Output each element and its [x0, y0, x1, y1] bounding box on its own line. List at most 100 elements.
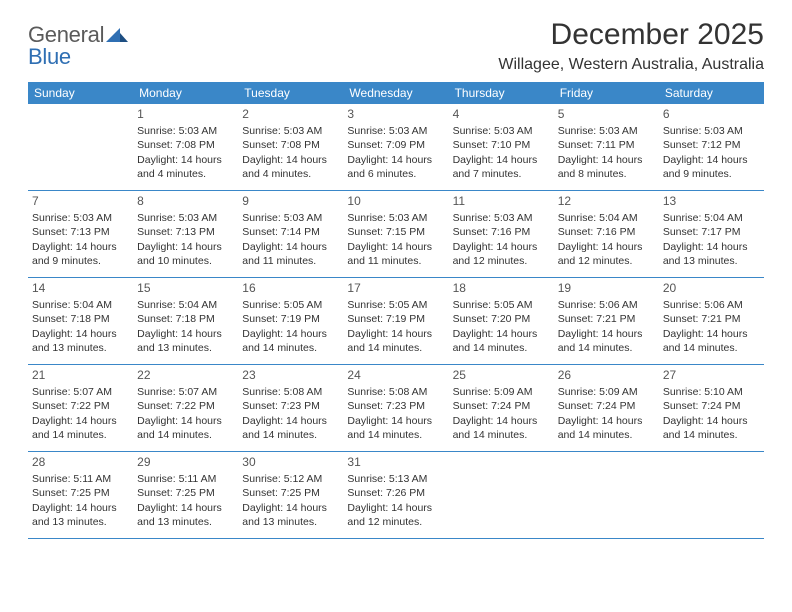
- day-number: 6: [663, 106, 760, 122]
- calendar-day-cell: 29 Sunrise: 5:11 AMSunset: 7:25 PMDayligh…: [133, 452, 238, 538]
- sunrise-text: Sunrise: 5:09 AM: [453, 385, 550, 399]
- sunrise-text: Sunrise: 5:11 AM: [32, 472, 129, 486]
- calendar-day-cell: 13Sunrise: 5:04 AMSunset: 7:17 PMDayligh…: [659, 191, 764, 277]
- sunset-text: Sunset: 7:18 PM: [32, 312, 129, 326]
- day-number: 9: [242, 193, 339, 209]
- calendar-day-cell: 4Sunrise: 5:03 AMSunset: 7:10 PMDaylight…: [449, 104, 554, 190]
- sunset-text: Sunset: 7:17 PM: [663, 225, 760, 239]
- calendar-day-cell: 21 Sunrise: 5:07 AMSunset: 7:22 PMDayligh…: [28, 365, 133, 451]
- day-number: 2: [242, 106, 339, 122]
- sunrise-text: Sunrise: 5:07 AM: [32, 385, 129, 399]
- calendar-day-cell: 7Sunrise: 5:03 AMSunset: 7:13 PMDaylight…: [28, 191, 133, 277]
- sunrise-text: Sunrise: 5:03 AM: [453, 124, 550, 138]
- daylight-text: Daylight: 14 hours and 13 minutes.: [242, 501, 339, 529]
- sunrise-text: Sunrise: 5:13 AM: [347, 472, 444, 486]
- daylight-text: Daylight: 14 hours and 14 minutes.: [137, 414, 234, 442]
- calendar-day-cell: 28 Sunrise: 5:11 AMSunset: 7:25 PMDayligh…: [28, 452, 133, 538]
- sunrise-text: Sunrise: 5:10 AM: [663, 385, 760, 399]
- calendar-day-cell: 15Sunrise: 5:04 AMSunset: 7:18 PMDayligh…: [133, 278, 238, 364]
- daylight-text: Daylight: 14 hours and 13 minutes.: [32, 501, 129, 529]
- sunrise-text: Sunrise: 5:08 AM: [242, 385, 339, 399]
- day-number: 7: [32, 193, 129, 209]
- sunset-text: Sunset: 7:24 PM: [453, 399, 550, 413]
- daylight-text: Daylight: 14 hours and 13 minutes.: [663, 240, 760, 268]
- day-number: 3: [347, 106, 444, 122]
- day-number: 31: [347, 454, 444, 470]
- sunset-text: Sunset: 7:25 PM: [242, 486, 339, 500]
- day-number: 4: [453, 106, 550, 122]
- day-number: 29: [137, 454, 234, 470]
- sunrise-text: Sunrise: 5:04 AM: [137, 298, 234, 312]
- logo-text-blue: Blue: [28, 44, 71, 69]
- day-number: 30: [242, 454, 339, 470]
- calendar-header-cell: Monday: [133, 82, 238, 104]
- calendar-day-cell: 25Sunrise: 5:09 AMSunset: 7:24 PMDayligh…: [449, 365, 554, 451]
- day-number: 18: [453, 280, 550, 296]
- sunset-text: Sunset: 7:08 PM: [137, 138, 234, 152]
- day-number: 28: [32, 454, 129, 470]
- sunrise-text: Sunrise: 5:12 AM: [242, 472, 339, 486]
- sunset-text: Sunset: 7:22 PM: [32, 399, 129, 413]
- daylight-text: Daylight: 14 hours and 4 minutes.: [242, 153, 339, 181]
- calendar-day-cell: [449, 452, 554, 538]
- calendar-day-cell: 26Sunrise: 5:09 AMSunset: 7:24 PMDayligh…: [554, 365, 659, 451]
- sunrise-text: Sunrise: 5:04 AM: [663, 211, 760, 225]
- calendar-week-row: 28Sunrise: 5:11 AMSunset: 7:25 PMDayligh…: [28, 452, 764, 539]
- daylight-text: Daylight: 14 hours and 6 minutes.: [347, 153, 444, 181]
- day-number: 20: [663, 280, 760, 296]
- calendar-week-row: 1Sunrise: 5:03 AMSunset: 7:08 PMDaylight…: [28, 104, 764, 191]
- calendar-day-cell: 1Sunrise: 5:03 AMSunset: 7:08 PMDaylight…: [133, 104, 238, 190]
- calendar-day-cell: 17Sunrise: 5:05 AMSunset: 7:19 PMDayligh…: [343, 278, 448, 364]
- daylight-text: Daylight: 14 hours and 14 minutes.: [242, 327, 339, 355]
- daylight-text: Daylight: 14 hours and 14 minutes.: [663, 327, 760, 355]
- daylight-text: Daylight: 14 hours and 11 minutes.: [242, 240, 339, 268]
- daylight-text: Daylight: 14 hours and 11 minutes.: [347, 240, 444, 268]
- daylight-text: Daylight: 14 hours and 14 minutes.: [32, 414, 129, 442]
- daylight-text: Daylight: 14 hours and 13 minutes.: [32, 327, 129, 355]
- daylight-text: Daylight: 14 hours and 13 minutes.: [137, 327, 234, 355]
- sunrise-text: Sunrise: 5:08 AM: [347, 385, 444, 399]
- sunset-text: Sunset: 7:21 PM: [663, 312, 760, 326]
- calendar-day-cell: 12Sunrise: 5:04 AMSunset: 7:16 PMDayligh…: [554, 191, 659, 277]
- calendar-day-cell: 18Sunrise: 5:05 AMSunset: 7:20 PMDayligh…: [449, 278, 554, 364]
- sunrise-text: Sunrise: 5:11 AM: [137, 472, 234, 486]
- daylight-text: Daylight: 14 hours and 12 minutes.: [347, 501, 444, 529]
- sunset-text: Sunset: 7:18 PM: [137, 312, 234, 326]
- month-title: December 2025: [498, 18, 764, 52]
- sunset-text: Sunset: 7:26 PM: [347, 486, 444, 500]
- day-number: 21: [32, 367, 129, 383]
- sunset-text: Sunset: 7:25 PM: [32, 486, 129, 500]
- logo-mark: [106, 24, 128, 46]
- sunrise-text: Sunrise: 5:05 AM: [453, 298, 550, 312]
- calendar-day-cell: 16Sunrise: 5:05 AMSunset: 7:19 PMDayligh…: [238, 278, 343, 364]
- logo-text: GeneralBlue: [28, 24, 128, 68]
- calendar-day-cell: 22Sunrise: 5:07 AMSunset: 7:22 PMDayligh…: [133, 365, 238, 451]
- calendar-day-cell: 20Sunrise: 5:06 AMSunset: 7:21 PMDayligh…: [659, 278, 764, 364]
- sunset-text: Sunset: 7:13 PM: [32, 225, 129, 239]
- sunset-text: Sunset: 7:21 PM: [558, 312, 655, 326]
- sunset-text: Sunset: 7:19 PM: [347, 312, 444, 326]
- sunrise-text: Sunrise: 5:03 AM: [453, 211, 550, 225]
- sunrise-text: Sunrise: 5:04 AM: [32, 298, 129, 312]
- daylight-text: Daylight: 14 hours and 14 minutes.: [663, 414, 760, 442]
- sunrise-text: Sunrise: 5:03 AM: [663, 124, 760, 138]
- daylight-text: Daylight: 14 hours and 13 minutes.: [137, 501, 234, 529]
- day-number: 1: [137, 106, 234, 122]
- sunset-text: Sunset: 7:08 PM: [242, 138, 339, 152]
- calendar-day-cell: 6 Sunrise: 5:03 AMSunset: 7:12 PMDaylight…: [659, 104, 764, 190]
- daylight-text: Daylight: 14 hours and 14 minutes.: [453, 327, 550, 355]
- sunset-text: Sunset: 7:12 PM: [663, 138, 760, 152]
- daylight-text: Daylight: 14 hours and 4 minutes.: [137, 153, 234, 181]
- daylight-text: Daylight: 14 hours and 7 minutes.: [453, 153, 550, 181]
- sunrise-text: Sunrise: 5:05 AM: [347, 298, 444, 312]
- sunset-text: Sunset: 7:25 PM: [137, 486, 234, 500]
- calendar-day-cell: [659, 452, 764, 538]
- calendar-week-row: 7 Sunrise: 5:03 AM Sunset: 7:13 PM Daylight…: [28, 191, 764, 278]
- daylight-text: Daylight: 14 hours and 10 minutes.: [137, 240, 234, 268]
- calendar-day-cell: [554, 452, 659, 538]
- calendar-header-cell: Wednesday: [343, 82, 448, 104]
- daylight-text: Daylight: 14 hours and 9 minutes.: [663, 153, 760, 181]
- day-number: 25: [453, 367, 550, 383]
- sunrise-text: Sunrise: 5:04 AM: [558, 211, 655, 225]
- sunrise-text: Sunrise: 5:03 AM: [137, 211, 234, 225]
